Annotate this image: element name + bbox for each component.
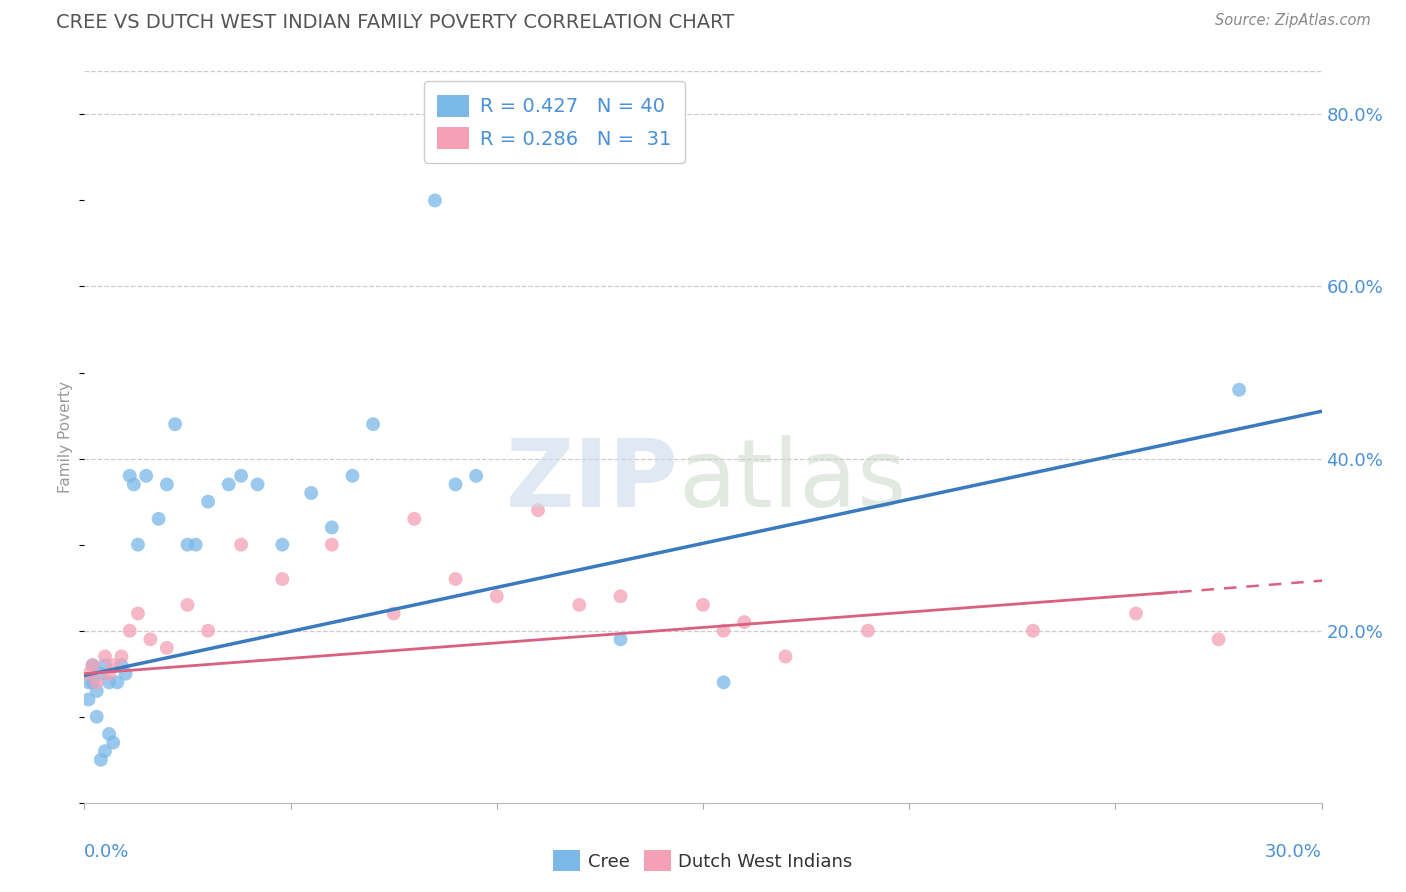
Point bbox=[86, 684, 108, 698]
Point bbox=[856, 624, 879, 638]
Point bbox=[94, 658, 117, 673]
Point bbox=[86, 675, 108, 690]
Point bbox=[1227, 383, 1250, 397]
Point bbox=[1208, 632, 1230, 647]
Point bbox=[86, 710, 108, 724]
Point bbox=[246, 477, 269, 491]
Point bbox=[156, 640, 179, 655]
Point bbox=[90, 666, 112, 681]
Point bbox=[176, 538, 198, 552]
Point bbox=[98, 675, 121, 690]
Point bbox=[197, 494, 219, 508]
Legend: R = 0.427   N = 40, R = 0.286   N =  31: R = 0.427 N = 40, R = 0.286 N = 31 bbox=[423, 81, 685, 163]
Point bbox=[77, 666, 100, 681]
Point bbox=[609, 632, 631, 647]
Point bbox=[527, 503, 550, 517]
Text: atlas: atlas bbox=[678, 435, 907, 527]
Point bbox=[609, 589, 631, 603]
Point bbox=[82, 675, 104, 690]
Point bbox=[229, 468, 252, 483]
Point bbox=[77, 692, 100, 706]
Text: CREE VS DUTCH WEST INDIAN FAMILY POVERTY CORRELATION CHART: CREE VS DUTCH WEST INDIAN FAMILY POVERTY… bbox=[56, 13, 734, 32]
Point bbox=[103, 735, 125, 749]
Point bbox=[105, 675, 128, 690]
Point bbox=[444, 572, 467, 586]
Point bbox=[165, 417, 187, 432]
Point bbox=[197, 624, 219, 638]
Point bbox=[271, 572, 294, 586]
Point bbox=[342, 468, 364, 483]
Point bbox=[404, 512, 426, 526]
Point bbox=[176, 598, 198, 612]
Point bbox=[122, 477, 145, 491]
Point bbox=[321, 538, 343, 552]
Y-axis label: Family Poverty: Family Poverty bbox=[58, 381, 73, 493]
Point bbox=[139, 632, 162, 647]
Point bbox=[98, 727, 121, 741]
Point bbox=[98, 666, 121, 681]
Point bbox=[713, 675, 735, 690]
Point bbox=[382, 607, 405, 621]
Point bbox=[1125, 607, 1147, 621]
Point bbox=[321, 520, 343, 534]
Point bbox=[148, 512, 170, 526]
Point bbox=[733, 615, 755, 629]
Legend: Cree, Dutch West Indians: Cree, Dutch West Indians bbox=[546, 843, 860, 879]
Point bbox=[82, 658, 104, 673]
Point bbox=[118, 468, 141, 483]
Point bbox=[127, 607, 149, 621]
Point bbox=[94, 744, 117, 758]
Point bbox=[692, 598, 714, 612]
Text: 0.0%: 0.0% bbox=[84, 843, 129, 861]
Point bbox=[127, 538, 149, 552]
Text: Source: ZipAtlas.com: Source: ZipAtlas.com bbox=[1215, 13, 1371, 29]
Point bbox=[713, 624, 735, 638]
Point bbox=[135, 468, 157, 483]
Point bbox=[118, 624, 141, 638]
Point bbox=[218, 477, 240, 491]
Text: 30.0%: 30.0% bbox=[1265, 843, 1322, 861]
Point bbox=[423, 194, 446, 208]
Point bbox=[568, 598, 591, 612]
Point bbox=[103, 658, 125, 673]
Point bbox=[271, 538, 294, 552]
Point bbox=[82, 658, 104, 673]
Point bbox=[77, 675, 100, 690]
Point bbox=[90, 753, 112, 767]
Point bbox=[114, 666, 136, 681]
Point bbox=[110, 649, 132, 664]
Point bbox=[184, 538, 207, 552]
Point bbox=[444, 477, 467, 491]
Point bbox=[94, 649, 117, 664]
Point bbox=[110, 658, 132, 673]
Point bbox=[485, 589, 508, 603]
Point bbox=[299, 486, 322, 500]
Point bbox=[361, 417, 384, 432]
Point bbox=[229, 538, 252, 552]
Text: ZIP: ZIP bbox=[505, 435, 678, 527]
Point bbox=[775, 649, 797, 664]
Point bbox=[1022, 624, 1045, 638]
Point bbox=[465, 468, 488, 483]
Point bbox=[156, 477, 179, 491]
